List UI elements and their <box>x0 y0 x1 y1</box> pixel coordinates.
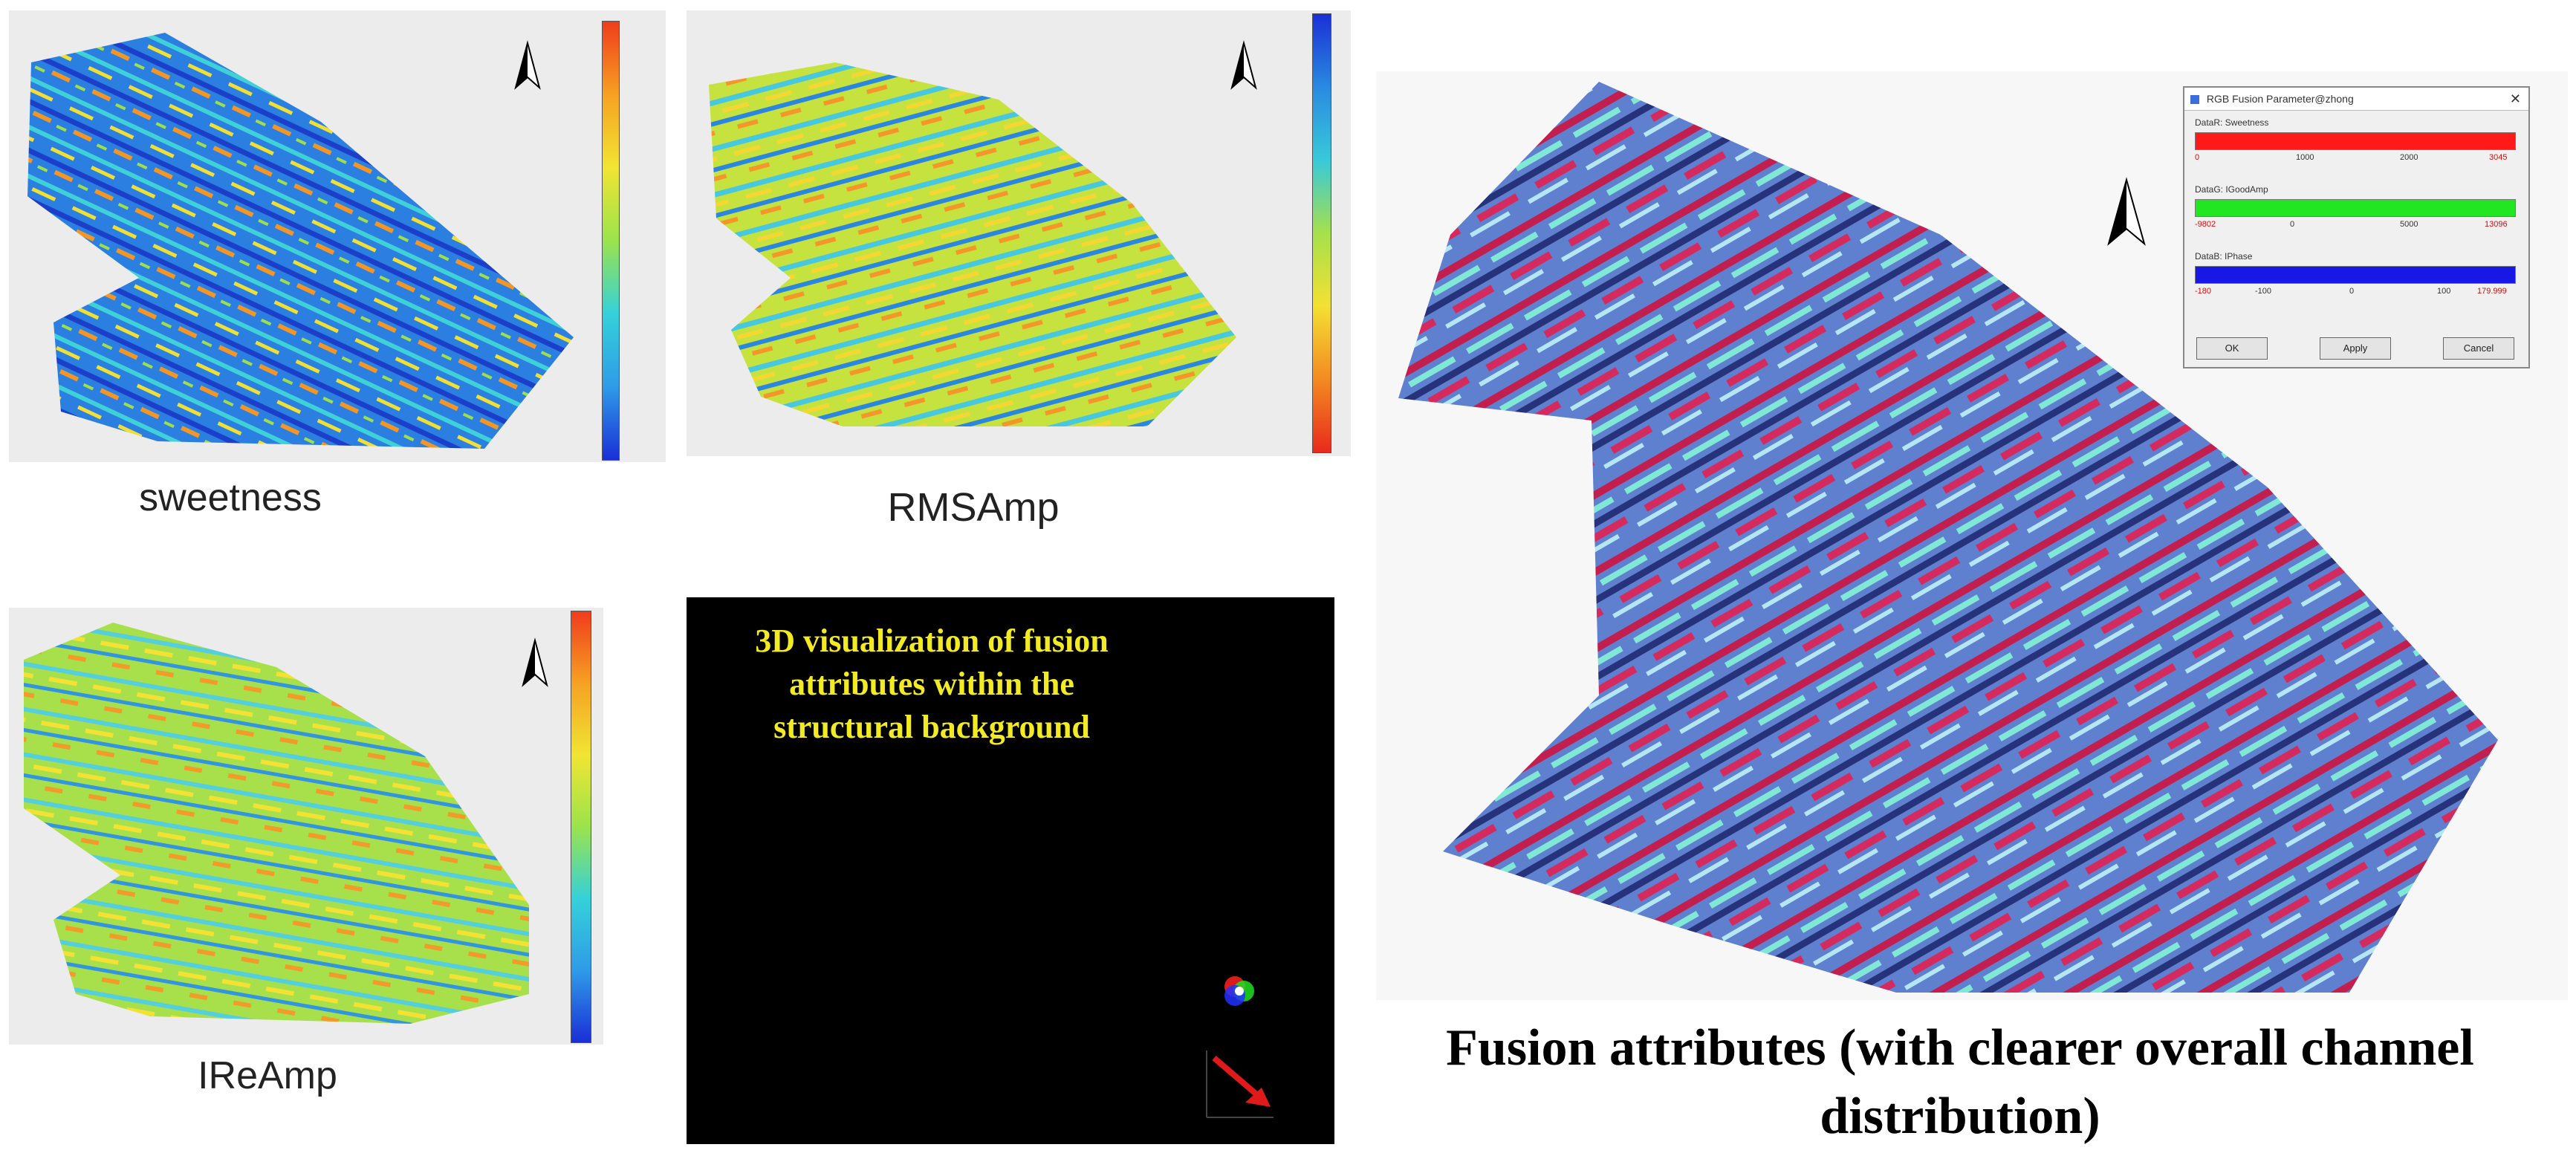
channel-g-tick: 5000 <box>2400 220 2418 229</box>
channel-r-tick: 0 <box>2195 153 2200 162</box>
channel-r-tick: 3045 <box>2489 153 2508 162</box>
channel-b-tick: 179.999 <box>2477 287 2507 296</box>
channel-r-bar[interactable] <box>2195 132 2516 150</box>
sweetness-colorbar <box>602 21 620 461</box>
channel-g-bar[interactable] <box>2195 199 2516 217</box>
rmsamp-panel <box>687 10 1351 456</box>
rmsamp-colorbar <box>1312 13 1331 453</box>
ireamp-map <box>24 623 529 1024</box>
ireamp-caption: IReAmp <box>198 1054 337 1097</box>
orientation-arrow-icon <box>1206 1051 1274 1118</box>
sweetness-caption: sweetness <box>139 476 322 519</box>
channel-b-label: DataB: IPhase <box>2195 251 2253 262</box>
ireamp-panel <box>9 608 603 1045</box>
channel-g-label: DataG: IGoodAmp <box>2195 184 2268 195</box>
fusion-panel <box>1376 71 2568 1000</box>
north-arrow-icon <box>522 637 548 687</box>
channel-r-tick: 2000 <box>2400 153 2418 162</box>
rmsamp-map <box>709 62 1236 426</box>
channel-b-tick: -100 <box>2255 287 2272 296</box>
fusion-map <box>1398 82 2498 993</box>
channel-r-tick: 1000 <box>2296 153 2314 162</box>
channel-g-tick: 13096 <box>2485 220 2508 229</box>
dialog-titlebar[interactable]: RGB Fusion Parameter@zhong ✕ <box>2184 88 2528 111</box>
channel-b-tick: 0 <box>2349 287 2355 296</box>
sweetness-panel <box>9 10 666 462</box>
channel-r-label: DataR: Sweetness <box>2195 117 2269 128</box>
ok-button[interactable]: OK <box>2196 337 2268 360</box>
fusion-caption: Fusion attributes (with clearer overall … <box>1446 1019 2474 1145</box>
channel-b-tick: -180 <box>2195 287 2212 296</box>
viz3d-text: 3D visualization of fusion attributes wi… <box>755 623 1109 745</box>
north-arrow-icon <box>2107 177 2146 246</box>
channel-b-tick: 100 <box>2437 287 2451 296</box>
viz3d-panel: 3D visualization of fusion attributes wi… <box>687 597 1334 1144</box>
channel-g-tick: -9802 <box>2195 220 2216 229</box>
apply-button[interactable]: Apply <box>2320 337 2391 360</box>
channel-b-bar[interactable] <box>2195 266 2516 284</box>
north-arrow-icon <box>514 40 541 90</box>
rgb-axis-icon <box>1224 976 1254 1006</box>
dialog-title: RGB Fusion Parameter@zhong <box>2206 93 2354 105</box>
rgb-fusion-dialog[interactable]: RGB Fusion Parameter@zhong ✕ DataR: Swee… <box>2183 86 2530 368</box>
cancel-button[interactable]: Cancel <box>2443 337 2514 360</box>
sweetness-map <box>27 33 574 449</box>
ireamp-colorbar <box>571 611 591 1043</box>
close-icon[interactable]: ✕ <box>2509 91 2521 106</box>
north-arrow-icon <box>1230 40 1257 90</box>
channel-g-tick: 0 <box>2290 220 2295 229</box>
rmsamp-caption: RMSAmp <box>887 485 1060 530</box>
dialog-app-icon <box>2190 95 2199 105</box>
